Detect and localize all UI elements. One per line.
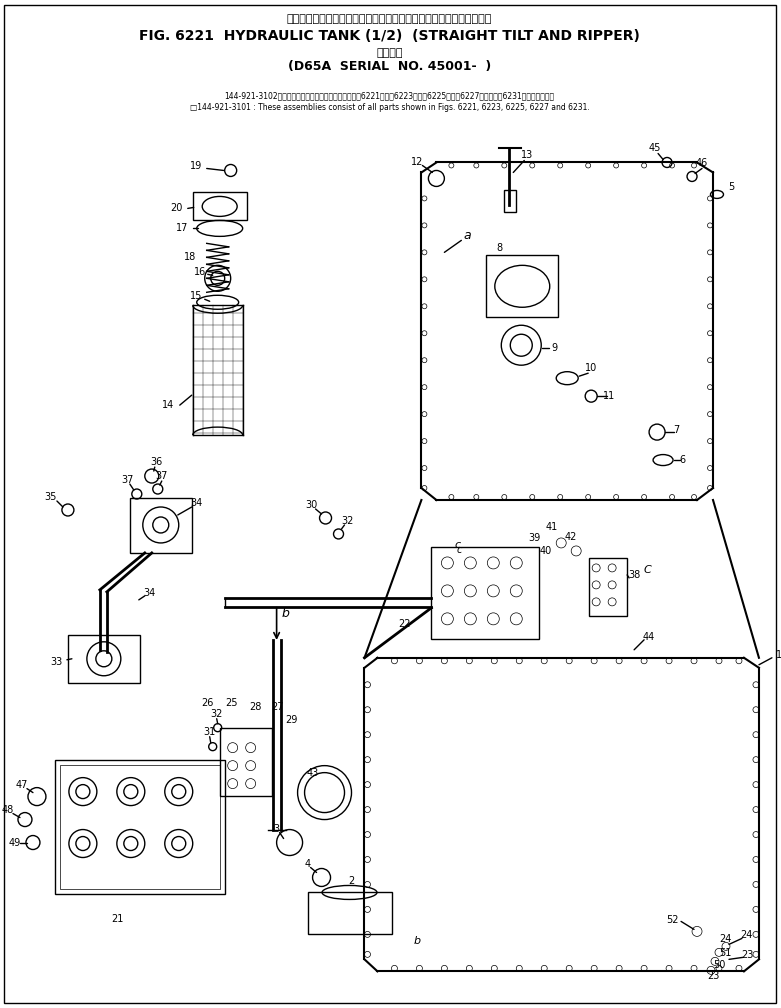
- Text: 2: 2: [348, 877, 355, 886]
- Text: 11: 11: [603, 391, 615, 401]
- Text: 34: 34: [191, 498, 203, 508]
- Text: 6: 6: [679, 455, 685, 465]
- Text: 49: 49: [9, 838, 21, 848]
- Text: 4: 4: [305, 860, 311, 870]
- Text: 12: 12: [412, 157, 423, 167]
- Text: 14: 14: [162, 400, 174, 410]
- Bar: [308, 892, 392, 934]
- Bar: [60, 765, 219, 889]
- Text: 48: 48: [2, 804, 14, 814]
- Text: 8: 8: [496, 243, 502, 253]
- Text: 29: 29: [285, 715, 298, 725]
- Bar: [589, 557, 627, 616]
- Text: 23: 23: [740, 951, 753, 961]
- Text: 3: 3: [273, 824, 280, 834]
- Text: 適用号機: 適用号機: [376, 47, 403, 57]
- Text: 13: 13: [521, 150, 533, 160]
- Text: 35: 35: [45, 492, 57, 502]
- Bar: [219, 728, 272, 795]
- Bar: [505, 191, 516, 213]
- Text: 22: 22: [398, 619, 411, 629]
- Text: 21: 21: [112, 914, 124, 924]
- Text: 32: 32: [211, 709, 223, 719]
- Text: 24: 24: [719, 934, 731, 944]
- Text: 16: 16: [194, 267, 206, 277]
- Text: 37: 37: [122, 475, 134, 485]
- Text: 7: 7: [673, 425, 679, 435]
- Text: 37: 37: [155, 471, 168, 481]
- Text: 39: 39: [528, 533, 540, 543]
- Bar: [193, 193, 247, 221]
- Text: 10: 10: [585, 363, 597, 373]
- Text: 50: 50: [713, 961, 726, 971]
- Text: 40: 40: [539, 546, 551, 556]
- Text: 28: 28: [249, 702, 262, 712]
- Text: 34: 34: [144, 588, 156, 598]
- Text: 47: 47: [16, 779, 28, 789]
- Text: (D65A  SERIAL  NO. 45001-  ): (D65A SERIAL NO. 45001- ): [288, 60, 491, 74]
- Text: 43: 43: [306, 768, 319, 777]
- Text: 18: 18: [184, 252, 196, 262]
- Text: 1: 1: [776, 650, 781, 660]
- Text: c: c: [457, 545, 462, 555]
- Text: 42: 42: [565, 532, 577, 542]
- Text: 24: 24: [740, 930, 752, 940]
- Text: b: b: [282, 608, 290, 620]
- Text: 33: 33: [51, 657, 63, 666]
- Bar: [55, 760, 225, 894]
- Text: 23: 23: [707, 972, 719, 982]
- Text: 144-921-3102　：これらのアセンブリの構成部品は第6221図、第6223図、第6225図、第6227図および第6231図を含みます。: 144-921-3102 ：これらのアセンブリの構成部品は第6221図、第622…: [224, 91, 555, 100]
- Text: 19: 19: [190, 161, 201, 171]
- Text: ハイドロリック　タンク　　　ストレート　チルト　および　リッパ: ハイドロリック タンク ストレート チルト および リッパ: [287, 14, 492, 23]
- Text: 20: 20: [170, 204, 183, 214]
- Text: 51: 51: [719, 949, 731, 959]
- Text: 52: 52: [666, 915, 679, 925]
- Text: 25: 25: [226, 698, 238, 708]
- Text: 26: 26: [201, 698, 214, 708]
- Text: b: b: [414, 936, 421, 947]
- Text: 46: 46: [696, 158, 708, 168]
- Bar: [487, 255, 558, 318]
- Bar: [130, 498, 191, 553]
- Text: 38: 38: [628, 570, 640, 580]
- Bar: [68, 635, 140, 682]
- Text: 9: 9: [551, 343, 558, 353]
- Text: 30: 30: [305, 500, 318, 510]
- Text: 32: 32: [341, 516, 354, 526]
- Text: 36: 36: [151, 457, 163, 467]
- Text: c: c: [455, 540, 461, 550]
- Text: 5: 5: [728, 182, 734, 193]
- Text: 17: 17: [176, 224, 188, 234]
- Text: a: a: [464, 229, 471, 242]
- Text: C: C: [644, 564, 651, 575]
- Bar: [431, 547, 539, 639]
- Text: 15: 15: [190, 291, 202, 301]
- Text: FIG. 6221  HYDRAULIC TANK (1/2)  (STRAIGHT TILT AND RIPPER): FIG. 6221 HYDRAULIC TANK (1/2) (STRAIGHT…: [139, 28, 640, 42]
- Text: 27: 27: [271, 702, 284, 712]
- Text: □144-921-3101 : These assemblies consist of all parts shown in Figs. 6221, 6223,: □144-921-3101 : These assemblies consist…: [190, 103, 590, 112]
- Text: 44: 44: [643, 632, 655, 642]
- Text: 45: 45: [649, 143, 662, 153]
- Text: 41: 41: [545, 522, 558, 532]
- Text: 31: 31: [204, 727, 216, 737]
